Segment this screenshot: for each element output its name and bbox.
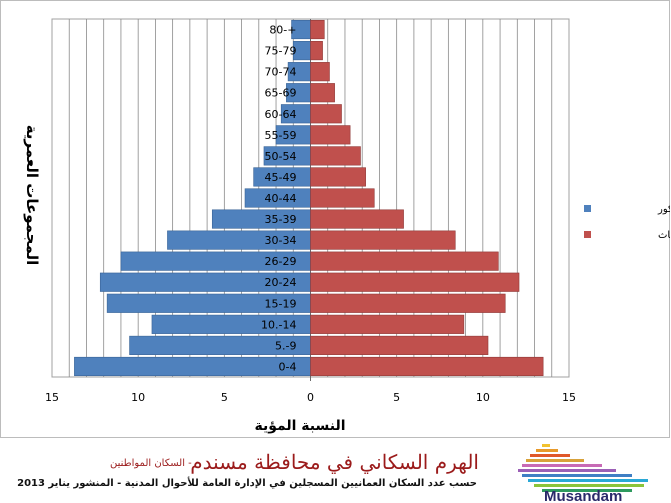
legend-swatch [584, 205, 591, 212]
x-tick-label: 5 [393, 391, 400, 404]
category-label: 80-+ [269, 24, 296, 37]
category-label: 35-39 [265, 213, 297, 226]
category-label: 30-34 [265, 234, 297, 247]
bar-female-75-79 [310, 41, 323, 61]
title-note: - السكان المواطنين [110, 458, 192, 469]
logo-text: Musandam [544, 488, 622, 503]
bar-female-45-49 [310, 167, 366, 187]
x-tick-label: 10 [131, 391, 145, 404]
legend-label: نسبة الإناث [658, 230, 670, 241]
category-label: 0-4 [279, 360, 297, 373]
category-label: 75-79 [265, 45, 297, 58]
y-axis-title-container: المجموعات العمرية [23, 125, 41, 266]
category-label: 40-44 [265, 192, 297, 205]
category-label: 5.-9 [275, 339, 296, 352]
bar-female-10.-14 [310, 314, 465, 334]
x-tick-label: 5 [221, 391, 228, 404]
bar-female-65-69 [310, 83, 335, 103]
x-tick-label: 0 [307, 391, 314, 404]
x-tick-label: 10 [476, 391, 490, 404]
legend: نسبة الذكور نسبة الإناث [584, 204, 670, 241]
x-tick-label: 15 [562, 391, 576, 404]
category-label: 20-24 [265, 276, 297, 289]
x-tick-label: 15 [45, 391, 59, 404]
category-label: 10.-14 [261, 318, 296, 331]
category-label: 26-29 [265, 255, 297, 268]
category-label: 65-69 [265, 87, 297, 100]
legend-swatch [584, 231, 591, 238]
bars [74, 19, 544, 377]
bar-female-55-59 [310, 125, 351, 145]
category-label: 55-59 [265, 129, 297, 142]
category-label: 50-54 [265, 150, 297, 163]
bar-female-80-+ [310, 19, 325, 40]
bar-female-60-64 [310, 104, 342, 124]
bar-female-35-39 [310, 209, 404, 229]
y-axis-title: المجموعات العمرية [23, 125, 41, 266]
category-label: 60-64 [265, 108, 297, 121]
bar-female-26-29 [310, 251, 499, 271]
bar-female-50-54 [310, 146, 361, 166]
bar-female-5.-9 [310, 335, 489, 355]
legend-label: نسبة الذكور [657, 204, 670, 215]
bar-male-0-4 [74, 356, 311, 377]
x-axis-title: النسبة المؤية [254, 418, 345, 434]
chart-frame: 0-4 5.-9 10.-14 15-19 20-24 26-29 30-34 35-39 40… [0, 0, 670, 438]
bar-female-70-74 [310, 62, 330, 82]
bar-female-30-34 [310, 230, 456, 250]
bar-female-0-4 [310, 356, 544, 377]
category-labels: 0-4 5.-9 10.-14 15-19 20-24 26-29 30-34 35-39 40… [261, 24, 296, 374]
bar-female-15-19 [310, 293, 506, 313]
category-label: 70-74 [265, 66, 297, 79]
bar-female-40-44 [310, 188, 375, 208]
category-label: 45-49 [265, 171, 297, 184]
bar-female-20-24 [310, 272, 520, 292]
logo-stripes [518, 444, 648, 492]
musandam-logo: Musandam [518, 444, 648, 503]
x-tick-labels: 15 10 5 0 5 10 15 [45, 391, 576, 404]
category-label: 15-19 [265, 297, 297, 310]
source-note: حسب عدد السكان العمانيين المسجلين في الإ… [17, 478, 477, 489]
page-title: الهرم السكاني في محافظة مسندم [190, 450, 479, 474]
